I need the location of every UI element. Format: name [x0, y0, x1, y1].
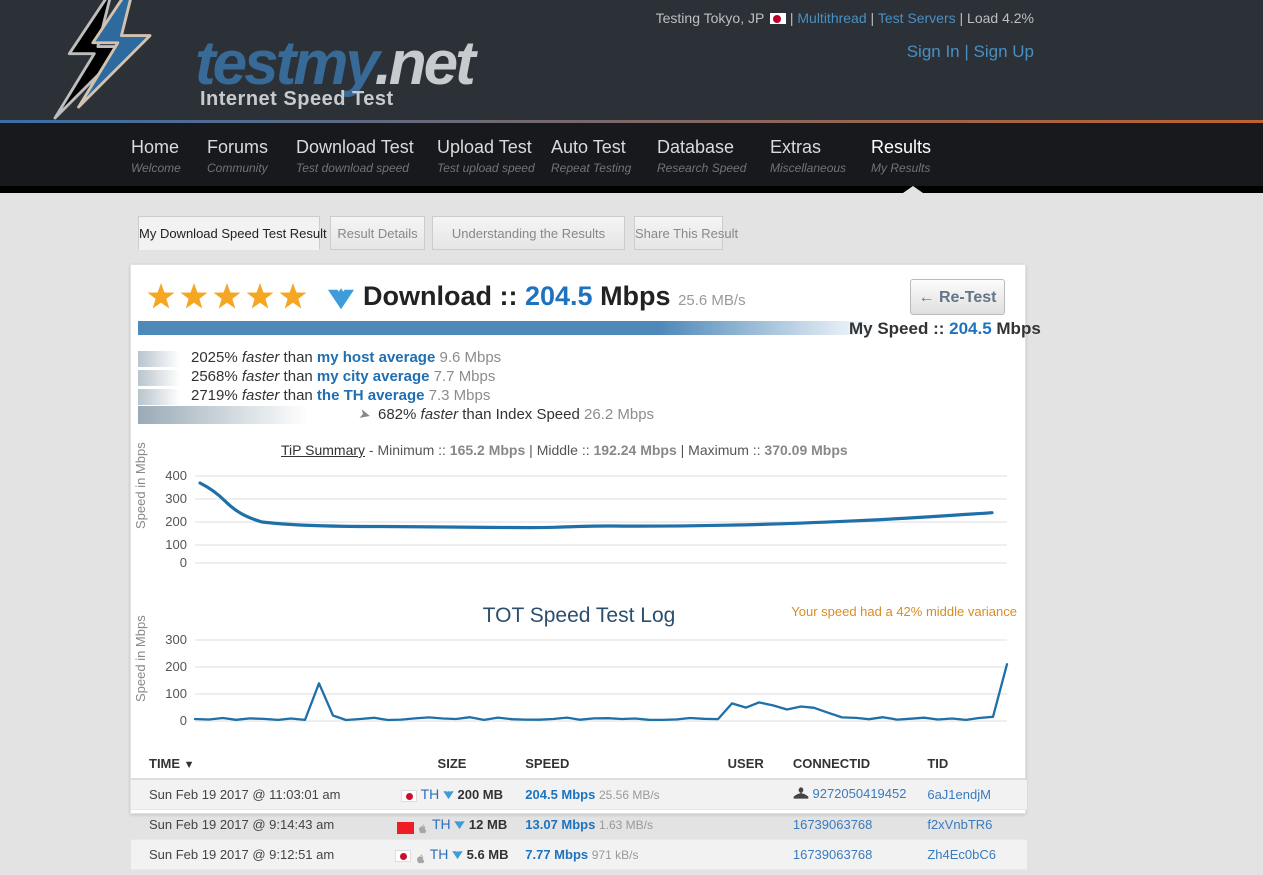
- svg-text:300: 300: [165, 491, 187, 506]
- svg-text:100: 100: [165, 686, 187, 701]
- svg-text:300: 300: [165, 634, 187, 647]
- svg-text:400: 400: [165, 471, 187, 483]
- svg-text:0: 0: [180, 713, 187, 728]
- svg-text:0: 0: [180, 555, 187, 568]
- svg-text:200: 200: [165, 659, 187, 674]
- svg-text:100: 100: [165, 537, 187, 552]
- svg-text:200: 200: [165, 514, 187, 529]
